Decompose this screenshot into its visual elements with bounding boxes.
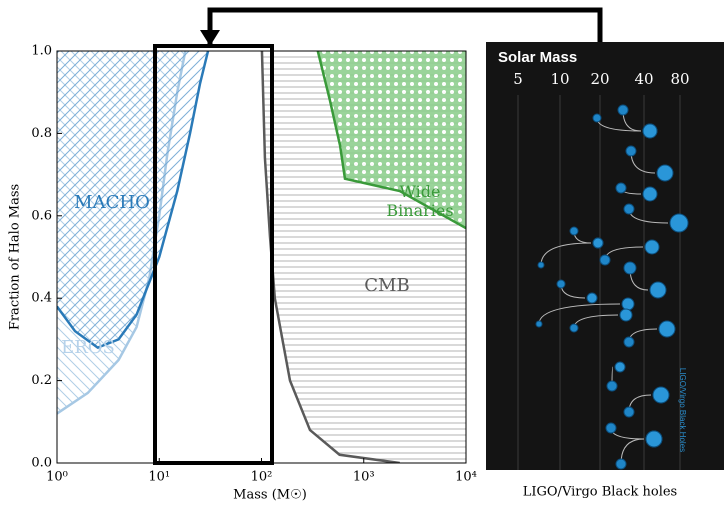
black-hole [649, 281, 667, 299]
black-hole [617, 104, 629, 116]
region-label: EROS [61, 337, 115, 358]
black-hole [623, 336, 635, 348]
black-hole [644, 239, 660, 255]
y-axis-label: Fraction of Halo Mass [8, 184, 23, 330]
y-tick-label: 0.6 [31, 208, 52, 223]
black-hole [669, 213, 689, 233]
exclusion-region [317, 51, 466, 463]
black-hole [615, 182, 627, 194]
constraint-curve [57, 51, 210, 350]
scale-label: 20 [590, 70, 609, 88]
black-hole [569, 323, 579, 333]
y-tick-label: 0.8 [31, 126, 52, 141]
x-tick-label: 10² [251, 470, 273, 485]
black-hole [592, 113, 602, 123]
merger-arrow [538, 303, 621, 325]
black-hole [586, 292, 598, 304]
black-hole [623, 203, 635, 215]
y-tick-label: 0.2 [31, 373, 52, 388]
scale-label: 5 [513, 70, 523, 88]
scale-label: 80 [670, 70, 689, 88]
scale-label: 10 [550, 70, 569, 88]
black-hole [621, 297, 635, 311]
black-hole [625, 145, 637, 157]
x-axis-label: Mass (M☉) [233, 488, 307, 503]
x-tick-label: 10⁰ [46, 470, 68, 485]
black-hole [619, 308, 633, 322]
black-hole [605, 422, 617, 434]
black-hole [606, 380, 618, 392]
black-hole [556, 279, 566, 289]
scale-label: 40 [634, 70, 653, 88]
x-tick-label: 10¹ [148, 470, 170, 485]
black-hole [645, 430, 663, 448]
inset-title: Solar Mass [498, 49, 577, 66]
black-hole [535, 320, 543, 328]
black-hole [615, 458, 627, 470]
black-hole [652, 386, 670, 404]
x-tick-label: 10⁴ [455, 470, 477, 485]
x-tick-label: 10³ [353, 470, 375, 485]
black-hole [623, 406, 635, 418]
y-tick-label: 1.0 [31, 44, 52, 59]
region-label: CMB [364, 275, 410, 296]
exclusion-region [57, 51, 209, 348]
black-hole [537, 261, 545, 269]
y-tick-label: 0.0 [31, 456, 52, 471]
constraint-curve [316, 51, 466, 230]
black-hole [658, 320, 676, 338]
black-hole [642, 186, 658, 202]
black-hole [656, 164, 674, 182]
inset-side-label: LIGO/Virgo Black Holes [678, 368, 687, 452]
black-hole [623, 261, 637, 275]
black-hole [592, 237, 604, 249]
inset-caption: LIGO/Virgo Black holes [523, 485, 677, 500]
highlight-box [153, 44, 274, 465]
region-label: MACHO [74, 192, 150, 213]
y-tick-label: 0.4 [31, 291, 52, 306]
black-hole [569, 226, 579, 236]
arrow-line [207, 7, 603, 44]
arrow-head [200, 30, 220, 46]
black-hole [614, 361, 626, 373]
black-hole [642, 123, 658, 139]
constraint-curve [260, 51, 400, 463]
region-label: Wide Binaries [386, 182, 454, 221]
merger-arrow [540, 242, 592, 266]
black-hole [599, 254, 611, 266]
